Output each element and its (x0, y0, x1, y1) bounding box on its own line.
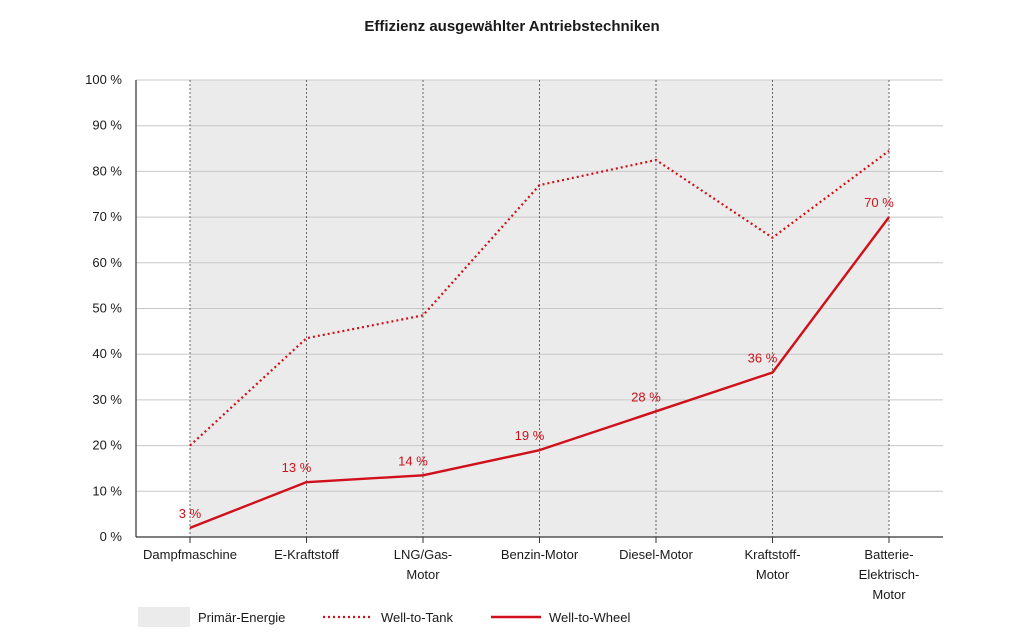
legend-swatch-primary-energy (138, 607, 190, 627)
data-label: 28 % (631, 389, 661, 404)
y-tick-label: 10 % (92, 483, 122, 498)
y-tick-label: 40 % (92, 346, 122, 361)
chart-title: Effizienz ausgewählter Antriebstechniken (364, 18, 659, 35)
y-tick-label: 0 % (100, 529, 123, 544)
data-label: 3 % (179, 506, 202, 521)
y-tick-label: 20 % (92, 438, 122, 453)
x-tick-label: E-Kraftstoff (274, 547, 339, 562)
x-tick-label: LNG/Gas-Motor (394, 547, 453, 582)
legend-label: Well-to-Tank (381, 610, 454, 625)
data-label: 13 % (282, 460, 312, 475)
data-label: 70 % (864, 195, 894, 210)
x-tick-label: Dampfmaschine (143, 547, 237, 562)
series-well-to-wheel-line (189, 216, 890, 529)
x-tick-label: Diesel-Motor (619, 547, 693, 562)
legend-label: Primär-Energie (198, 610, 285, 625)
legend-label: Well-to-Wheel (549, 610, 631, 625)
legend: Primär-Energie Well-to-Tank Well-to-Wheel (138, 607, 631, 627)
y-tick-label: 90 % (92, 118, 122, 133)
x-tick-label: Benzin-Motor (501, 547, 579, 562)
y-tick-label: 80 % (92, 163, 122, 178)
y-tick-label: 60 % (92, 255, 122, 270)
series-well-to-tank-line (189, 149, 890, 447)
data-label: 36 % (748, 350, 778, 365)
x-tick-label: Kraftstoff-Motor (744, 547, 800, 582)
y-tick-label: 100 % (85, 72, 122, 87)
x-tick-label: Batterie-Elektrisch-Motor (859, 547, 920, 602)
y-tick-label: 30 % (92, 392, 122, 407)
data-label: 14 % (398, 453, 428, 468)
data-label: 19 % (515, 428, 545, 443)
y-tick-label: 70 % (92, 209, 122, 224)
plot-area: 0 % 10 % 20 % 30 % 40 % 50 % 60 % 70 % 80 % 90 % 1… (85, 72, 943, 602)
y-tick-label: 50 % (92, 301, 122, 316)
